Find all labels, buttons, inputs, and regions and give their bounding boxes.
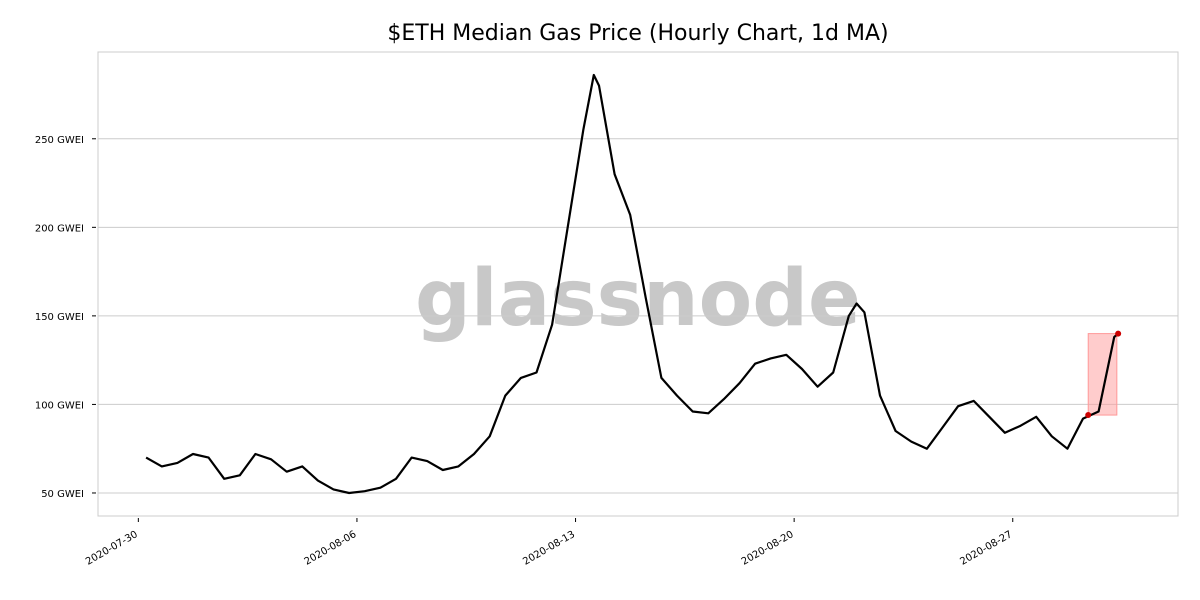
y-tick-label: 50 GWEI	[41, 489, 84, 500]
watermark: glassnode	[415, 254, 861, 344]
chart-title: $ETH Median Gas Price (Hourly Chart, 1d …	[387, 21, 888, 46]
line	[145, 73, 1119, 495]
plot-frame	[97, 51, 1179, 517]
y-tick-label: 200 GWEI	[35, 223, 84, 234]
y-tick-label: 150 GWEI	[35, 312, 84, 323]
highlight-point	[1115, 330, 1122, 337]
highlight-point	[1085, 412, 1092, 419]
y-tick-label: 250 GWEI	[35, 135, 84, 146]
y-tick-label: 100 GWEI	[35, 400, 84, 411]
